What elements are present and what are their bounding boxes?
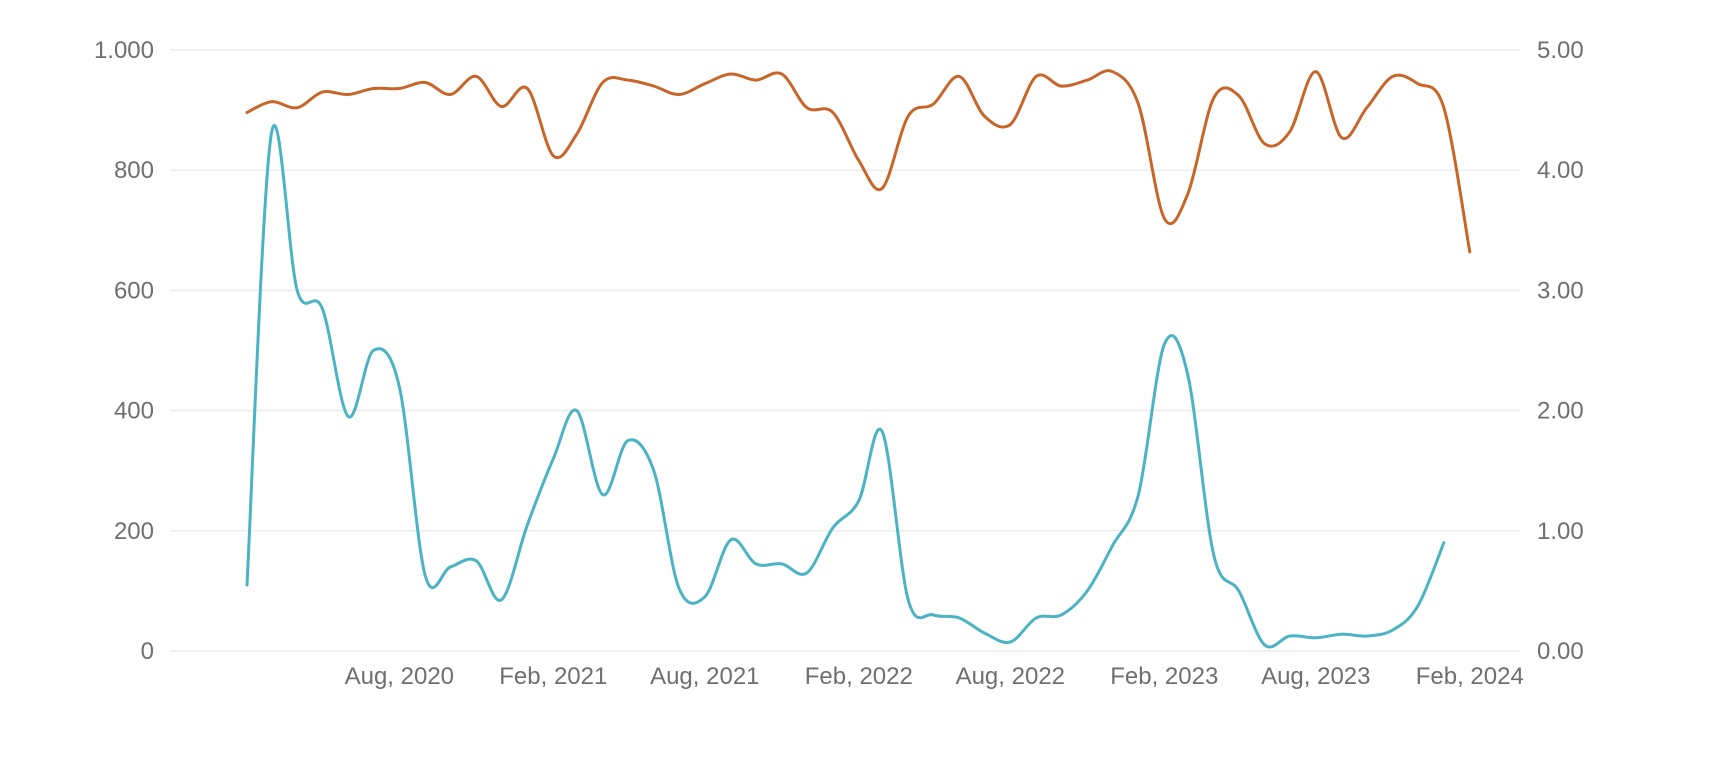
left-y-tick-label: 1.000 (94, 37, 154, 64)
right-y-tick-label: 3.00 (1537, 277, 1584, 304)
left-y-tick-label: 800 (114, 157, 154, 184)
left-y-tick-label: 400 (114, 398, 154, 425)
series-line-teal-left-axis (245, 124, 1446, 649)
grid-lines (170, 49, 1520, 652)
series-lines (245, 69, 1472, 649)
left-y-tick-label: 200 (114, 518, 154, 545)
x-tick-label: Feb, 2022 (805, 663, 913, 690)
right-y-tick-label: 1.00 (1537, 518, 1584, 545)
left-y-axis: 0 200 400 600 800 1.000 (94, 37, 154, 665)
right-y-axis: 0.00 1.00 2.00 3.00 4.00 5.00 (1537, 37, 1584, 665)
x-tick-label: Feb, 2023 (1110, 663, 1218, 690)
right-y-tick-label: 4.00 (1537, 157, 1584, 184)
left-y-tick-label: 0 (141, 638, 154, 665)
right-y-tick-label: 5.00 (1537, 37, 1584, 64)
x-tick-label: Aug, 2023 (1261, 663, 1370, 690)
series-line-orange-right-axis (245, 69, 1472, 254)
x-tick-label: Feb, 2024 (1416, 663, 1524, 690)
x-tick-label: Aug, 2021 (650, 663, 759, 690)
x-tick-label: Feb, 2021 (499, 663, 607, 690)
left-y-tick-label: 600 (114, 277, 154, 304)
x-axis: Aug, 2020 Feb, 2021 Aug, 2021 Feb, 2022 Aug,… (345, 663, 1524, 690)
x-tick-label: Aug, 2022 (956, 663, 1065, 690)
right-y-tick-label: 2.00 (1537, 398, 1584, 425)
x-tick-label: Aug, 2020 (345, 663, 454, 690)
right-y-tick-label: 0.00 (1537, 638, 1584, 665)
